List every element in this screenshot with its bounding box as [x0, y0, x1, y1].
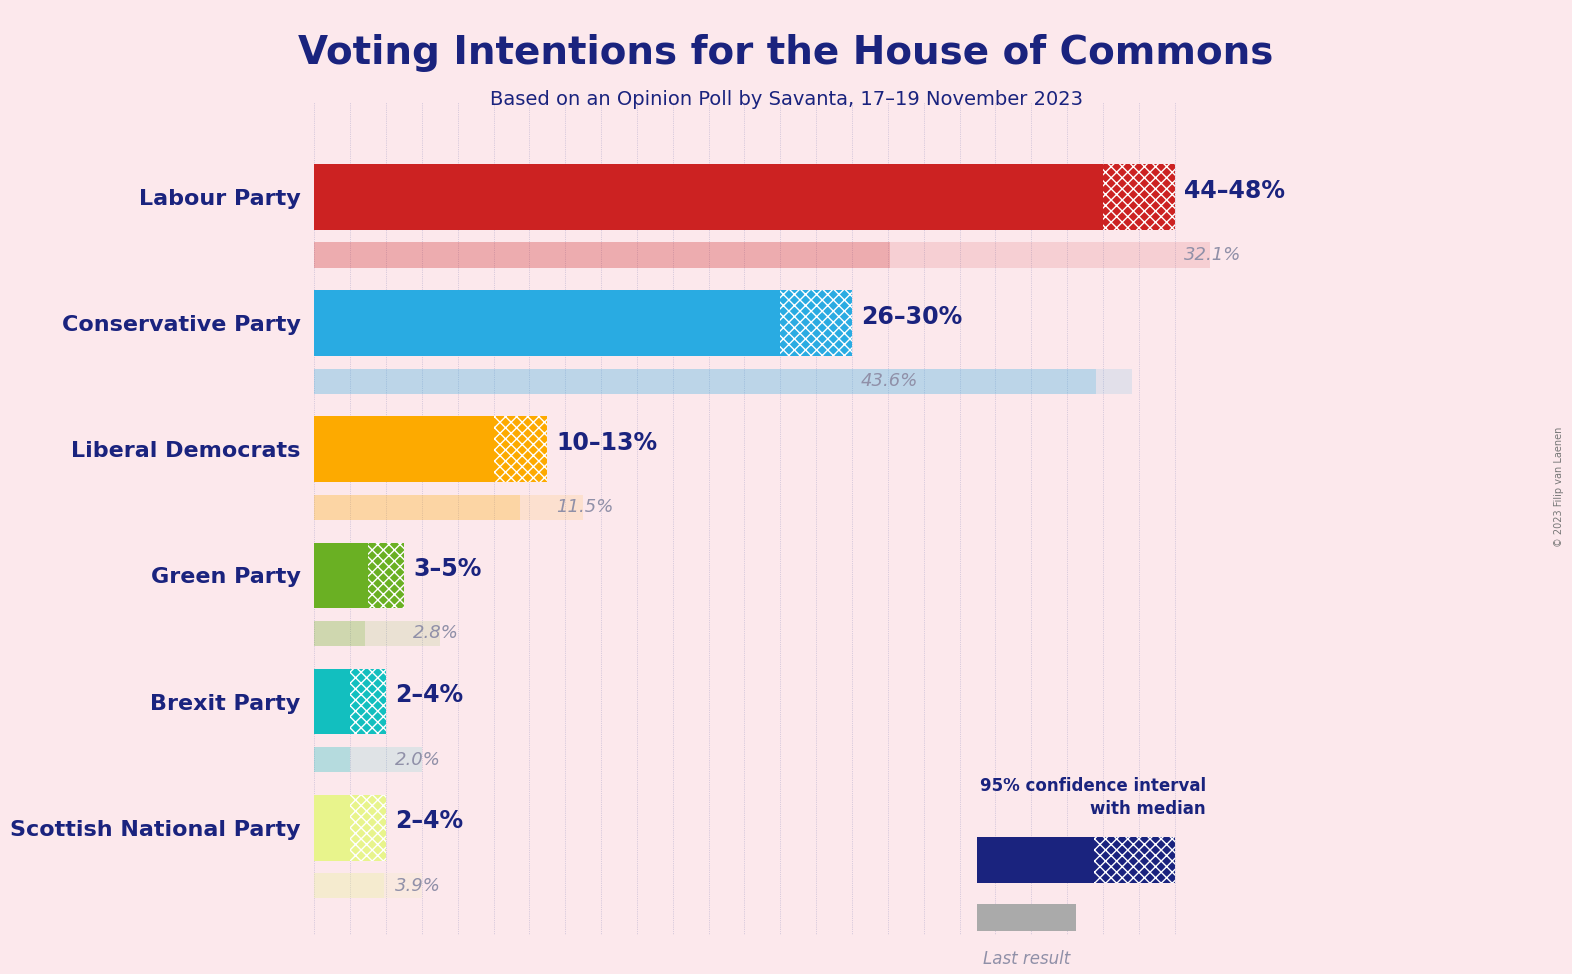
Bar: [351, 795, 387, 861]
Bar: [314, 243, 890, 268]
Bar: [365, 620, 440, 646]
Text: 2–4%: 2–4%: [395, 809, 464, 834]
Bar: [314, 495, 520, 520]
Text: 10–13%: 10–13%: [556, 431, 657, 455]
Text: 44–48%: 44–48%: [1184, 178, 1284, 203]
Bar: [351, 795, 387, 861]
Text: © 2023 Filip van Laenen: © 2023 Filip van Laenen: [1555, 427, 1564, 547]
Bar: [978, 838, 1094, 883]
Text: 95% confidence interval
with median: 95% confidence interval with median: [979, 777, 1206, 818]
Text: 2.8%: 2.8%: [413, 624, 459, 643]
Bar: [351, 669, 387, 734]
Text: 3–5%: 3–5%: [413, 557, 481, 581]
Text: Voting Intentions for the House of Commons: Voting Intentions for the House of Commo…: [299, 34, 1273, 72]
Bar: [314, 620, 365, 646]
Bar: [978, 904, 1077, 931]
Bar: [780, 290, 852, 356]
Bar: [314, 874, 384, 898]
Text: Last result: Last result: [984, 950, 1071, 967]
Text: Based on an Opinion Poll by Savanta, 17–19 November 2023: Based on an Opinion Poll by Savanta, 17–…: [489, 90, 1083, 109]
Bar: [494, 417, 547, 482]
Text: 43.6%: 43.6%: [861, 372, 918, 391]
Bar: [368, 543, 404, 608]
Bar: [780, 290, 852, 356]
Bar: [890, 243, 1210, 268]
Bar: [314, 368, 1096, 393]
Bar: [314, 290, 780, 356]
Bar: [314, 417, 494, 482]
Bar: [494, 417, 547, 482]
Bar: [368, 543, 404, 608]
Text: 32.1%: 32.1%: [1184, 246, 1240, 264]
Bar: [314, 795, 351, 861]
Bar: [1104, 164, 1174, 230]
Text: 11.5%: 11.5%: [556, 499, 613, 516]
Bar: [1096, 368, 1132, 393]
Text: 2–4%: 2–4%: [395, 684, 464, 707]
Text: 26–30%: 26–30%: [861, 305, 962, 329]
Bar: [351, 669, 387, 734]
Bar: [314, 747, 351, 772]
Bar: [1094, 838, 1174, 883]
Bar: [314, 543, 368, 608]
Bar: [520, 495, 583, 520]
Text: 2.0%: 2.0%: [395, 751, 440, 768]
Bar: [1104, 164, 1174, 230]
Bar: [384, 874, 421, 898]
Text: 3.9%: 3.9%: [395, 877, 440, 895]
Bar: [351, 747, 421, 772]
Bar: [314, 669, 351, 734]
Bar: [314, 164, 1104, 230]
